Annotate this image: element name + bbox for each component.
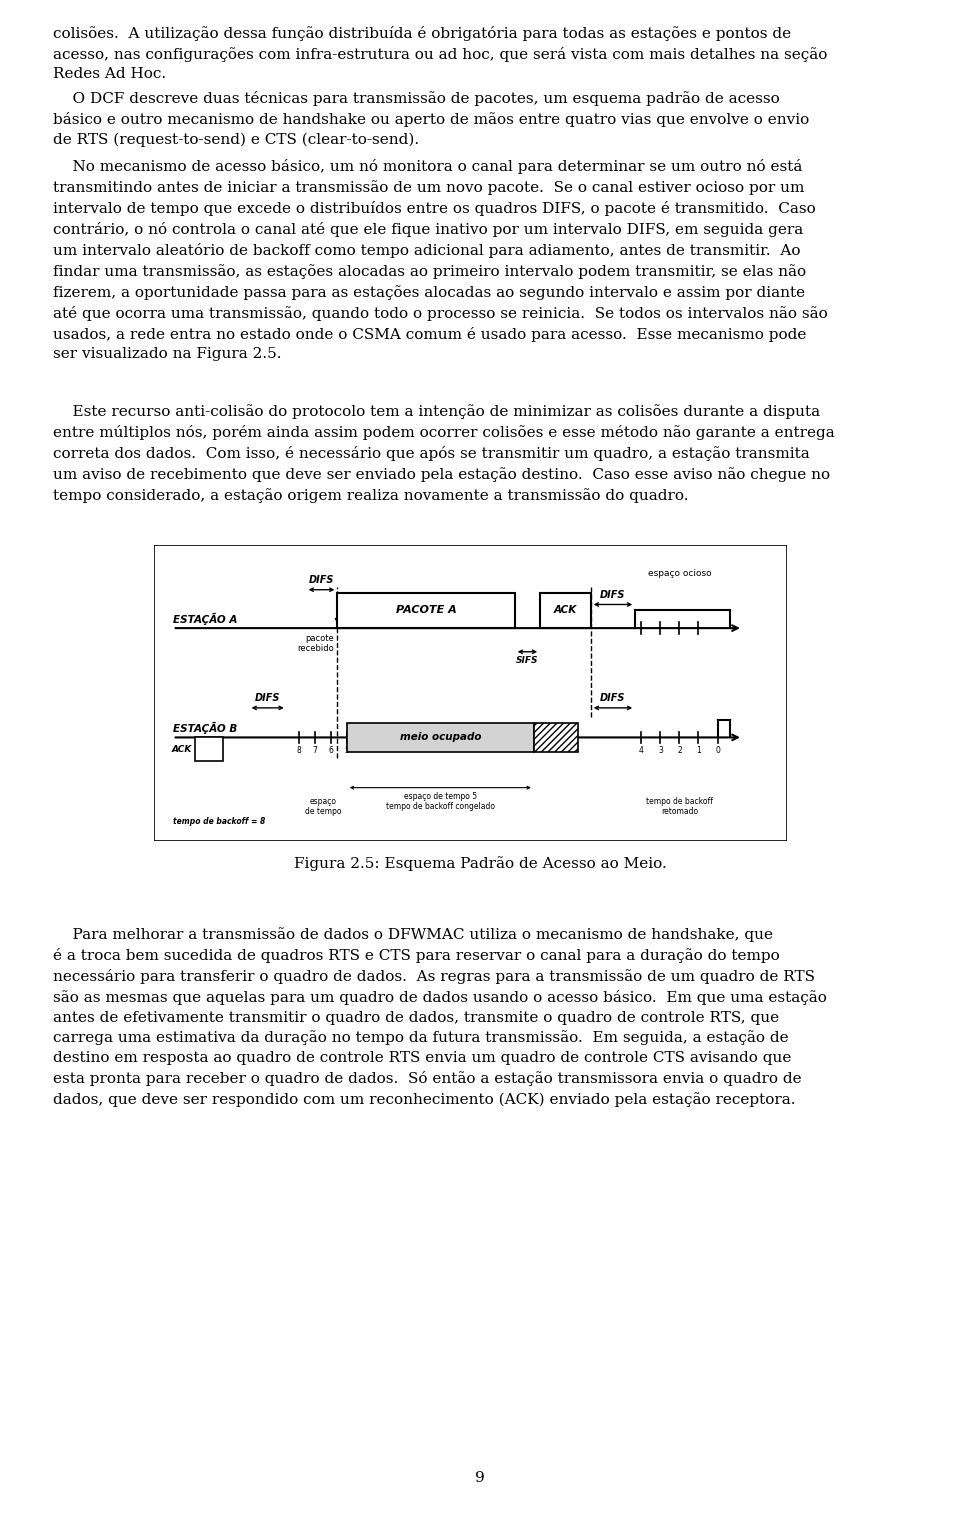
Text: 1: 1 [696, 747, 701, 756]
Text: tempo de backoff
retomado: tempo de backoff retomado [646, 797, 713, 817]
Text: DIFS: DIFS [600, 694, 626, 703]
Text: ACK: ACK [554, 606, 577, 615]
Text: Para melhorar a transmissão de dados o DFWMAC utiliza o mecanismo de handshake, : Para melhorar a transmissão de dados o D… [53, 927, 827, 1106]
Text: colisões.  A utilização dessa função distribuída é obrigatória para todas as est: colisões. A utilização dessa função dist… [53, 26, 828, 82]
Text: tempo de backoff = 8: tempo de backoff = 8 [173, 817, 265, 826]
Text: espaço
de tempo: espaço de tempo [305, 797, 342, 817]
Text: 0: 0 [715, 747, 720, 756]
Text: O DCF descreve duas técnicas para transmissão de pacotes, um esquema padrão de a: O DCF descreve duas técnicas para transm… [53, 91, 809, 147]
Bar [347, 723, 534, 751]
Text: PACOTE A: PACOTE A [396, 606, 456, 615]
Text: DIFS: DIFS [600, 589, 626, 600]
Text: pacote
recebido: pacote recebido [298, 633, 334, 653]
Text: 4: 4 [639, 747, 644, 756]
Text: espaço ocioso: espaço ocioso [648, 570, 711, 577]
Bar [337, 592, 515, 629]
Text: Figura 2.5: Esquema Padrão de Acesso ao Meio.: Figura 2.5: Esquema Padrão de Acesso ao … [294, 856, 666, 871]
Text: meio ocupado: meio ocupado [399, 732, 481, 742]
Text: Este recurso anti-colisão do protocolo tem a intenção de minimizar as colisões d: Este recurso anti-colisão do protocolo t… [53, 405, 834, 503]
Text: ACK: ACK [171, 745, 192, 754]
Text: 3: 3 [658, 747, 663, 756]
Text: 8: 8 [297, 747, 301, 756]
Text: 6: 6 [328, 747, 333, 756]
Text: DIFS: DIFS [255, 694, 280, 703]
Text: SIFS: SIFS [516, 656, 539, 665]
Text: 9: 9 [475, 1471, 485, 1485]
Bar [540, 592, 590, 629]
Text: 5: 5 [345, 747, 349, 756]
Text: DIFS: DIFS [309, 576, 334, 585]
Text: ESTAÇÃO B: ESTAÇÃO B [173, 723, 237, 735]
Bar [195, 738, 224, 761]
Text: 7: 7 [313, 747, 318, 756]
Bar [534, 723, 578, 751]
Text: 2: 2 [677, 747, 682, 756]
Text: No mecanismo de acesso básico, um nó monitora o canal para determinar se um outr: No mecanismo de acesso básico, um nó mon… [53, 159, 828, 361]
Text: ESTAÇÃO A: ESTAÇÃO A [173, 614, 237, 626]
Text: espaço de tempo 5
tempo de backoff congelado: espaço de tempo 5 tempo de backoff conge… [386, 792, 494, 812]
